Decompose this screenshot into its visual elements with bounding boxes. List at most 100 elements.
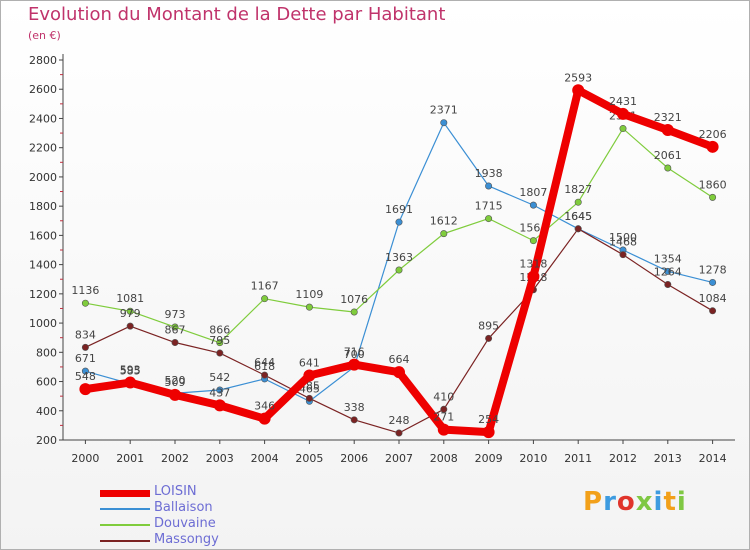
data-point [213, 399, 226, 412]
data-label: 1715 [475, 200, 503, 213]
series-douvaine: 1136 1081 973 866 1167 1109 1076 1363 1612 1715 15… [71, 110, 727, 347]
data-label: 700 [344, 348, 365, 361]
data-point [171, 323, 179, 331]
x-tick-label: 2002 [161, 452, 189, 465]
series-loisin: 548 593 509 437 346 641 716 664 271 254 1318 2593 24… [75, 71, 727, 439]
x-tick-label: 2003 [206, 452, 234, 465]
data-point [709, 307, 717, 315]
data-point [574, 225, 582, 233]
x-tick-label: 2000 [71, 452, 99, 465]
chart-title: Evolution du Montant de la Dette par Hab… [28, 4, 446, 25]
data-label: 644 [254, 356, 275, 369]
legend-label: Ballaison [154, 500, 213, 515]
data-label: 1167 [251, 280, 279, 293]
proxiti-logo: Proxiti [583, 487, 687, 517]
data-point [661, 124, 674, 137]
data-label: 1691 [385, 203, 413, 216]
data-label: 1084 [699, 292, 727, 305]
data-label: 1645 [564, 210, 592, 223]
data-point [171, 339, 179, 347]
data-label: 254 [478, 413, 499, 426]
data-point [706, 140, 719, 153]
y-tick-label: 1200 [29, 288, 57, 301]
data-label: 716 [344, 346, 365, 359]
data-label: 1860 [699, 178, 727, 191]
data-label: 1363 [385, 251, 413, 264]
x-tick-label: 2004 [251, 452, 279, 465]
data-point [305, 303, 313, 311]
legend-label: LOISIN [154, 484, 197, 499]
y-tick-label: 1800 [29, 200, 57, 213]
data-point [440, 119, 448, 127]
data-label: 641 [299, 357, 320, 370]
data-label: 979 [120, 307, 141, 320]
data-point [79, 383, 92, 396]
y-tick-label: 200 [36, 434, 57, 447]
data-label: 973 [165, 308, 186, 321]
data-point [81, 367, 89, 375]
x-tick-label: 2001 [116, 452, 144, 465]
data-point [216, 386, 224, 394]
legend-label: Massongy [154, 532, 219, 547]
y-tick-label: 2000 [29, 171, 57, 184]
data-label: 271 [433, 411, 454, 424]
y-tick-label: 1000 [29, 317, 57, 330]
legend-item-massongy: Massongy [100, 532, 300, 549]
series-massongy: 8349798677956444853382484108951228164514… [75, 210, 727, 437]
x-tick-label: 2007 [385, 452, 413, 465]
data-label: 2061 [654, 149, 682, 162]
data-label: 1500 [609, 231, 637, 244]
data-point [81, 343, 89, 351]
data-point [619, 125, 627, 133]
data-point [126, 307, 134, 315]
data-point [485, 182, 493, 190]
data-label: 867 [165, 324, 186, 337]
y-tick-label: 2600 [29, 83, 57, 96]
x-tick-label: 2013 [654, 452, 682, 465]
data-label: 1807 [519, 186, 547, 199]
y-tick-label: 800 [36, 346, 57, 359]
data-label: 2593 [564, 71, 592, 84]
data-label: 509 [165, 376, 186, 389]
legend-label: Douvaine [154, 516, 216, 531]
data-point [126, 322, 134, 330]
legend-item-loisin: LOISIN [100, 484, 300, 501]
data-point [258, 412, 271, 425]
data-point [529, 237, 537, 245]
x-tick-label: 2006 [340, 452, 368, 465]
data-label: 346 [254, 400, 275, 413]
chart-subtitle: (en €) [28, 29, 61, 42]
data-point [664, 267, 672, 275]
data-point [305, 394, 313, 402]
data-point [664, 280, 672, 288]
x-tick-label: 2005 [295, 452, 323, 465]
data-point [617, 107, 629, 120]
data-point [261, 371, 269, 379]
data-point [348, 358, 361, 371]
y-tick-label: 2200 [29, 142, 57, 155]
data-point [216, 349, 224, 357]
data-point [303, 369, 316, 382]
data-label: 1264 [654, 265, 682, 278]
x-tick-label: 2014 [699, 452, 727, 465]
data-point [169, 388, 181, 401]
data-label: 593 [120, 364, 141, 377]
data-point [572, 84, 585, 97]
data-label: 1645 [564, 210, 592, 223]
data-point [664, 164, 672, 172]
data-point [440, 230, 448, 238]
data-label: 1468 [609, 236, 637, 249]
data-point [393, 366, 405, 379]
data-label: 618 [254, 360, 275, 373]
data-label: 248 [389, 414, 410, 427]
data-label: 520 [165, 374, 186, 387]
x-tick-label: 2008 [430, 452, 458, 465]
data-point [485, 215, 493, 223]
data-point [395, 266, 403, 274]
data-point [350, 308, 358, 316]
data-label: 1136 [71, 284, 99, 297]
data-point [395, 429, 403, 437]
data-point [124, 376, 137, 389]
legend-swatch [100, 508, 150, 510]
